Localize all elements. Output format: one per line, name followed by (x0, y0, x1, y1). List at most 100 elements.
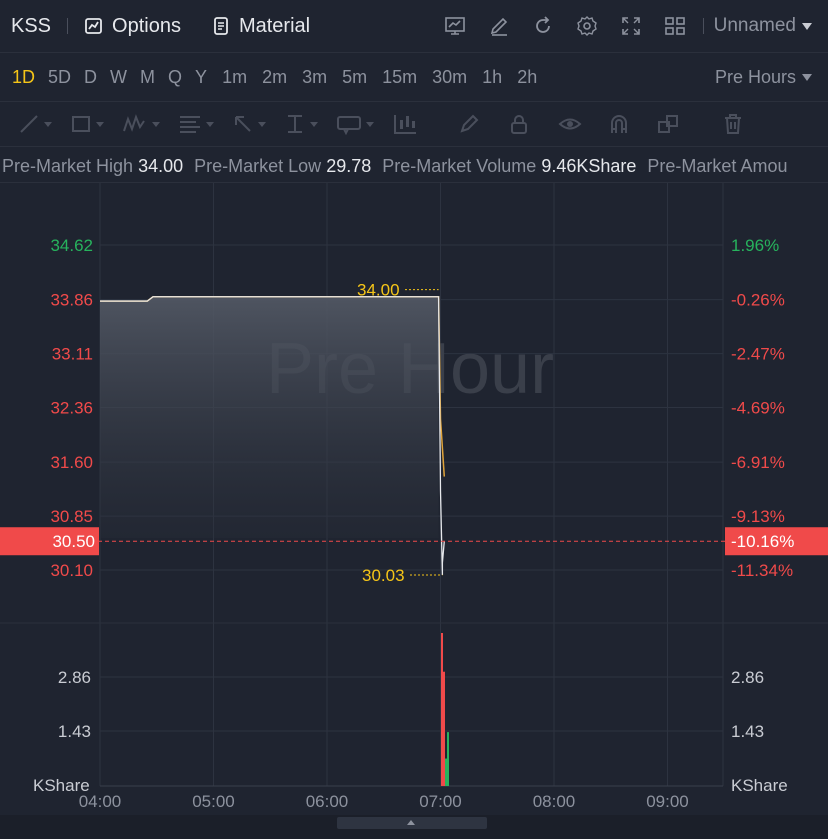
line-tool[interactable] (18, 113, 52, 135)
price-tick-label: 30.85 (50, 507, 93, 526)
caret-down-icon (802, 73, 812, 81)
drawing-toolbar (0, 102, 828, 147)
pen-icon (460, 114, 479, 133)
period-3m[interactable]: 3m (302, 66, 328, 87)
layout-dropdown[interactable]: Unnamed (714, 15, 812, 37)
info-high-value: 34.00 (138, 156, 184, 176)
current-percent-badge (725, 527, 828, 556)
time-tick-label: 05:00 (192, 792, 235, 811)
visibility-tool[interactable] (558, 113, 582, 135)
volume-tick-label-right: 1.43 (731, 722, 764, 741)
percent-tick-label: -2.47% (731, 345, 785, 364)
lock-tool[interactable] (508, 113, 530, 135)
edit-icon[interactable] (487, 14, 511, 38)
period-1d[interactable]: 1D (12, 66, 36, 87)
measure-tool[interactable] (284, 113, 318, 135)
volume-bar (447, 732, 449, 786)
period-w[interactable]: W (110, 66, 128, 87)
period-d[interactable]: D (84, 66, 98, 87)
price-area (100, 296, 439, 538)
measure-icon (288, 115, 302, 133)
pattern-tool[interactable] (122, 113, 160, 135)
period-2m[interactable]: 2m (262, 66, 288, 87)
period-q[interactable]: Q (168, 66, 183, 87)
period-bar: 1D 5D D W M Q Y 1m 2m 3m 5m 15m 30m 1h 2h Pre Hours (0, 53, 828, 102)
fib-tool[interactable] (178, 113, 214, 135)
volume-bar (445, 758, 447, 786)
header-tools (433, 14, 697, 38)
time-tick-label: 08:00 (533, 792, 576, 811)
caret-down-icon (802, 22, 812, 30)
percent-tick-label: -0.26% (731, 291, 785, 310)
period-5d[interactable]: 5D (48, 66, 72, 87)
volume-unit-label: KShare (33, 776, 90, 795)
settings-icon[interactable] (575, 14, 599, 38)
layers-tool[interactable] (656, 113, 680, 135)
percent-tick-label: -11.34% (731, 561, 793, 580)
period-y[interactable]: Y (195, 66, 208, 87)
chart-icon[interactable] (443, 14, 467, 38)
ticker-symbol[interactable]: KSS (11, 14, 52, 37)
fullscreen-icon[interactable] (619, 14, 643, 38)
current-percent-text: -10.16% (731, 532, 794, 551)
volume-bar (443, 671, 445, 786)
price-tick-label: 30.10 (50, 561, 93, 580)
options-icon (85, 18, 102, 34)
time-tick-label: 04:00 (79, 792, 122, 811)
rectangle-tool[interactable] (70, 113, 104, 135)
period-list: 1D 5D D W M Q Y 1m 2m 3m 5m 15m 30m 1h 2h (6, 67, 543, 88)
premarket-info: Pre-Market High 34.00 Pre-Market Low 29.… (0, 150, 828, 183)
trash-icon (725, 114, 741, 134)
indicator-tool[interactable] (392, 112, 418, 136)
price-line (100, 296, 445, 576)
period-m[interactable]: M (140, 66, 156, 87)
low-price-label: 30.03 (362, 566, 405, 585)
price-tick-label: 33.86 (50, 291, 93, 310)
period-5m[interactable]: 5m (342, 66, 368, 87)
current-price-badge (0, 527, 99, 556)
layout-name: Unnamed (713, 15, 796, 36)
refresh-icon[interactable] (531, 14, 555, 38)
percent-tick-label: -9.13% (731, 507, 785, 526)
percent-tick-label: 1.96% (731, 236, 779, 255)
session-dropdown[interactable]: Pre Hours (715, 67, 812, 88)
delete-tool[interactable] (722, 113, 744, 135)
period-1h[interactable]: 1h (482, 66, 503, 87)
lock-icon (511, 115, 527, 134)
top-toolbar: KSS Options Material (0, 0, 828, 53)
wave-icon (123, 114, 145, 132)
info-volume-label: Pre-Market Volume (382, 156, 537, 176)
volume-bar (441, 633, 443, 786)
period-2h[interactable]: 2h (517, 66, 538, 87)
time-tick-label: 09:00 (646, 792, 689, 811)
magnet-tool[interactable] (608, 113, 630, 135)
magnet-icon (611, 115, 627, 133)
expand-up-icon[interactable] (407, 820, 415, 825)
material-button[interactable]: Material (211, 15, 310, 38)
options-button[interactable]: Options (84, 15, 181, 38)
volume-tick-label: 1.43 (58, 722, 91, 741)
price-tick-label: 34.62 (50, 236, 93, 255)
divider (67, 18, 69, 34)
material-label: Material (238, 14, 311, 37)
price-tick-label: 32.36 (50, 399, 93, 418)
period-15m[interactable]: 15m (382, 66, 418, 87)
period-30m[interactable]: 30m (432, 66, 468, 87)
pen-tool[interactable] (458, 113, 480, 135)
percent-tick-label: -6.91% (731, 453, 785, 472)
volume-tick-label-right: 2.86 (731, 668, 764, 687)
period-1m[interactable]: 1m (222, 66, 248, 87)
arrow-tool[interactable] (232, 113, 266, 135)
session-label: Pre Hours (714, 66, 796, 87)
candles-icon (394, 115, 416, 134)
grid-icon[interactable] (663, 14, 687, 38)
price-tick-label: 31.60 (50, 453, 93, 472)
price-chart[interactable]: Pre Hour34.0030.0334.621.96%33.86-0.26%3… (0, 183, 828, 839)
info-low-value: 29.78 (326, 156, 372, 176)
price-label-tool[interactable] (336, 113, 374, 135)
volume-unit-label-right: KShare (731, 776, 788, 795)
info-volume-value: 9.46KShare (541, 156, 637, 176)
price-tick-label: 33.11 (52, 345, 93, 364)
arrow-icon (235, 116, 251, 132)
high-price-label: 34.00 (357, 281, 400, 300)
